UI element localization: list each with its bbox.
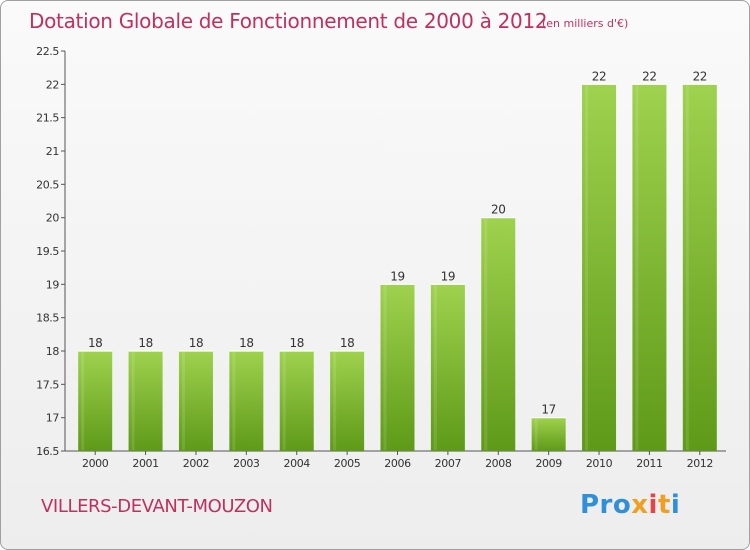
y-tick-label: 21 (46, 145, 59, 158)
y-tick-label: 18.5 (36, 312, 59, 325)
y-tick-label: 17.5 (36, 378, 59, 391)
logo-part: x (631, 490, 649, 520)
bar-value-label: 18 (138, 336, 152, 350)
bar-highlight (685, 85, 689, 450)
bar-value-label: 18 (88, 336, 102, 350)
bar-value-label: 18 (289, 336, 303, 350)
bar-value-label: 19 (390, 269, 404, 283)
bar (531, 417, 566, 451)
x-tick-label: 2009 (535, 457, 562, 470)
chart-title: Dotation Globale de Fonctionnement de 20… (29, 9, 548, 33)
x-tick-label: 2007 (435, 457, 462, 470)
y-tick-label: 20.5 (36, 178, 59, 191)
logo-part: Pro (580, 490, 632, 520)
x-tick-label: 2006 (384, 457, 411, 470)
bar (178, 351, 213, 451)
x-tick-label: 2012 (687, 457, 713, 470)
y-tick-label: 20 (46, 212, 60, 225)
bar-highlight (484, 218, 488, 450)
bar-value-label: 22 (642, 69, 656, 83)
bar (682, 84, 717, 451)
town-name: VILLERS-DEVANT-MOUZON (41, 496, 273, 517)
x-tick-label: 2005 (334, 457, 361, 470)
bar-highlight (635, 85, 639, 450)
bar-value-label: 22 (693, 69, 707, 83)
logo-part: i (648, 490, 658, 520)
bar (330, 351, 365, 451)
bar-value-label: 18 (340, 336, 354, 350)
y-tick-label: 17 (46, 412, 60, 425)
y-tick-label: 19.5 (36, 245, 59, 258)
labels: 16.5 17 17.5 18 18.5 19 19.5 20 20.5 21 21.5 22 22.5… (36, 45, 713, 470)
bar (582, 84, 617, 451)
bar-value-label: 17 (541, 403, 555, 417)
bar (380, 284, 415, 451)
bar (229, 351, 264, 451)
bar (279, 351, 314, 451)
bar-value-label: 22 (592, 69, 606, 83)
bar-highlight (131, 352, 135, 450)
x-tick-label: 2002 (183, 457, 209, 470)
bar-highlight (534, 418, 538, 450)
x-tick-label: 2011 (636, 457, 662, 470)
bar (128, 351, 163, 451)
proxiti-logo[interactable]: Proxiti (580, 490, 680, 520)
y-tick-label: 22 (46, 78, 59, 91)
y-tick-label: 18 (46, 345, 60, 358)
bar (430, 284, 465, 451)
chart-subtitle: (en milliers d'€) (542, 17, 629, 30)
x-tick-label: 2001 (132, 457, 158, 470)
bar-highlight (232, 352, 236, 450)
y-tick-label: 22.5 (36, 45, 59, 58)
y-tick-label: 21.5 (36, 112, 59, 125)
y-tick-label: 16.5 (36, 445, 59, 458)
bar-value-label: 18 (239, 336, 253, 350)
bar-highlight (81, 352, 85, 450)
bar (78, 351, 113, 451)
x-tick-label: 2003 (233, 457, 260, 470)
bar (481, 217, 516, 451)
x-tick-label: 2010 (586, 457, 613, 470)
logo-part: i (670, 490, 681, 520)
bar-highlight (282, 352, 286, 450)
x-tick-label: 2004 (284, 457, 311, 470)
logo-part: t (657, 490, 671, 520)
bar-highlight (181, 352, 185, 450)
bar-highlight (585, 85, 589, 450)
bar-highlight (383, 285, 387, 450)
x-tick-label: 2008 (485, 457, 512, 470)
bars (78, 83, 717, 451)
bar (632, 84, 667, 451)
y-tick-label: 19 (46, 278, 60, 291)
bar-highlight (333, 352, 337, 450)
bar-value-label: 19 (441, 269, 455, 283)
bar-highlight (433, 285, 437, 450)
bar-value-label: 18 (189, 336, 203, 350)
x-tick-label: 2000 (82, 457, 109, 470)
bar-value-label: 20 (491, 203, 505, 217)
